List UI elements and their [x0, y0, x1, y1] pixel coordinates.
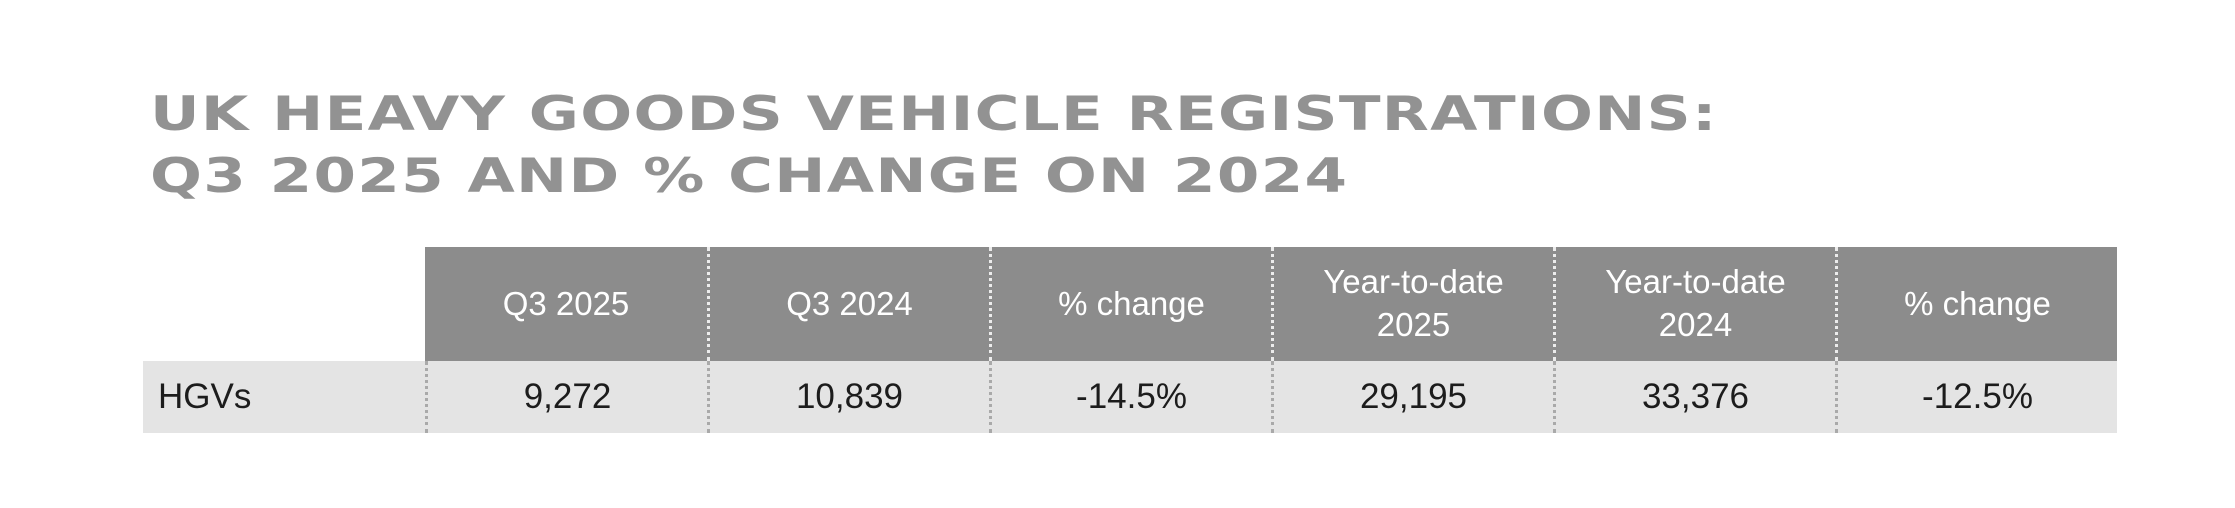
header-cell-q3-2025: Q3 2025 — [425, 247, 707, 361]
cell-q3-pct-change-value: -14.5% — [989, 361, 1271, 433]
header-cell-q3-pct-change: % change — [989, 247, 1271, 361]
page-title: UK HEAVY GOODS VEHICLE REGISTRATIONS: Q3… — [150, 84, 1716, 208]
cell-ytd-2025-value: 29,195 — [1271, 361, 1553, 433]
cell-q3-2024-value: 10,839 — [707, 361, 989, 433]
table-row-hgvs: HGVs 9,272 10,839 -14.5% 29,195 33,376 -… — [143, 361, 2117, 433]
cell-q3-2025-value: 9,272 — [425, 361, 707, 433]
page-title-line-1: UK HEAVY GOODS VEHICLE REGISTRATIONS: — [150, 87, 1718, 142]
header-cell-ytd-2024: Year-to-date 2024 — [1553, 247, 1835, 361]
page-title-line-2: Q3 2025 AND % CHANGE ON 2024 — [150, 149, 1349, 204]
header-cell-q3-2024: Q3 2024 — [707, 247, 989, 361]
table-header-row: Q3 2025 Q3 2024 % change Year-to-date 20… — [143, 247, 2117, 361]
row-label-hgvs: HGVs — [143, 361, 425, 433]
registrations-table: Q3 2025 Q3 2024 % change Year-to-date 20… — [143, 247, 2117, 433]
header-cell-ytd-2025: Year-to-date 2025 — [1271, 247, 1553, 361]
cell-ytd-pct-change-value: -12.5% — [1835, 361, 2117, 433]
cell-ytd-2024-value: 33,376 — [1553, 361, 1835, 433]
header-cell-empty — [143, 247, 425, 361]
header-cell-ytd-pct-change: % change — [1835, 247, 2117, 361]
